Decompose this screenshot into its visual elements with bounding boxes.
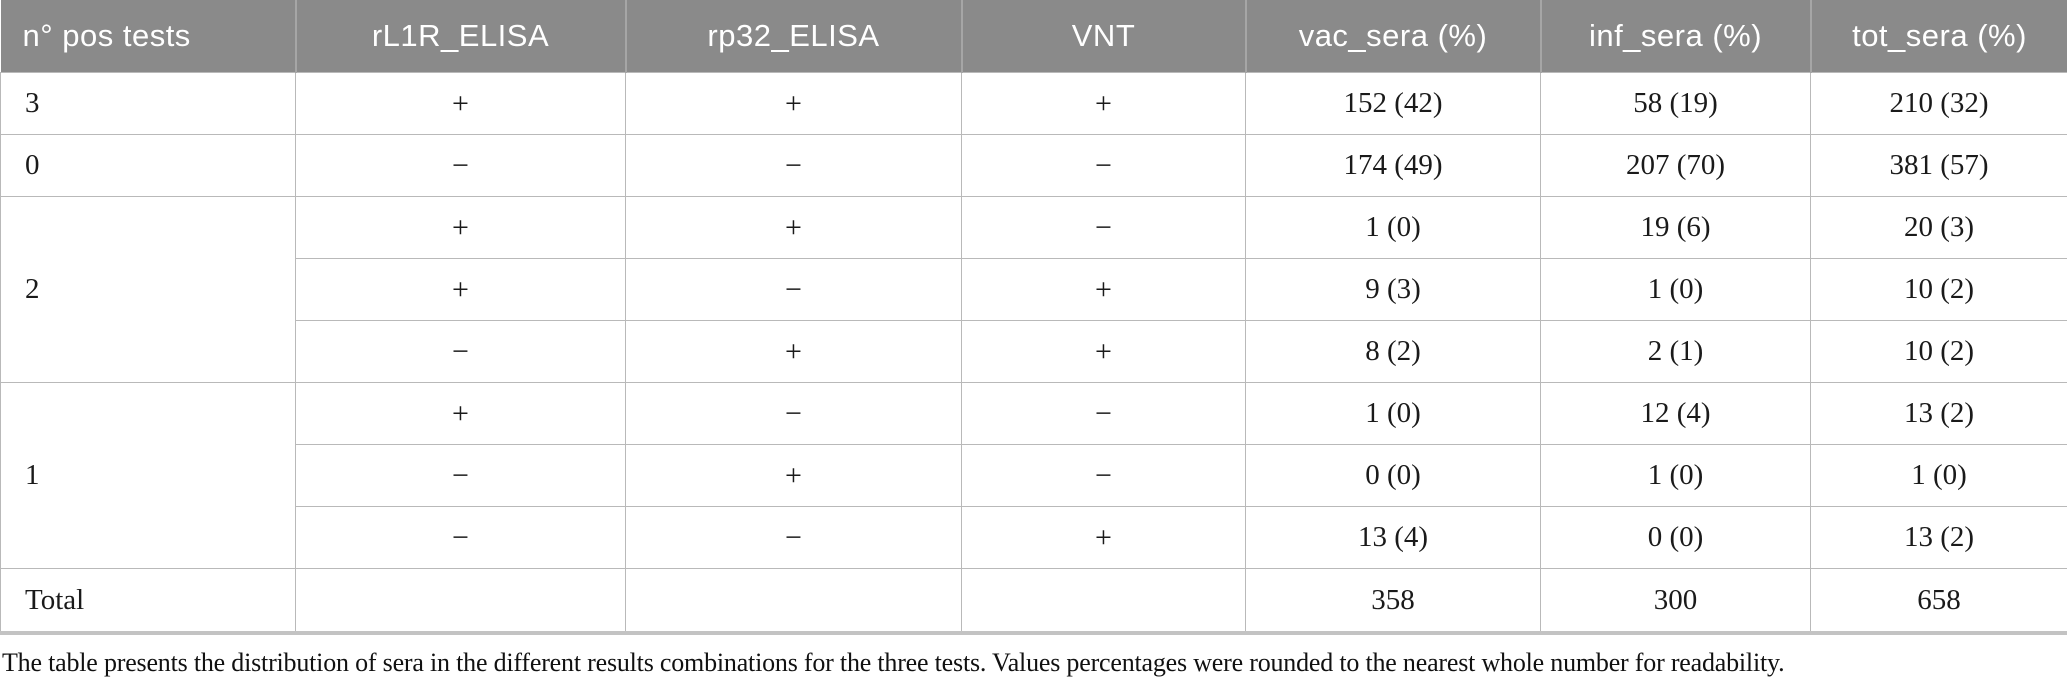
table-row: + − + 9 (3) 1 (0) 10 (2) bbox=[1, 258, 2067, 321]
table-row: 2 + + − 1 (0) 19 (6) 20 (3) bbox=[0, 196, 2067, 383]
col-header-inf-sera: inf_sera (%) bbox=[1539, 0, 1811, 73]
inf-sera-value: 58 (19) bbox=[1540, 72, 1811, 135]
rp32-result: + bbox=[625, 72, 962, 135]
vnt-result: + bbox=[961, 258, 1246, 321]
vnt-result: + bbox=[961, 320, 1246, 383]
rl1r-result: − bbox=[295, 320, 626, 383]
inf-sera-value: 0 (0) bbox=[1540, 506, 1811, 569]
rp32-result: − bbox=[625, 382, 962, 445]
results-table: n° pos tests rL1R_ELISA rp32_ELISA VNT v… bbox=[0, 0, 2067, 635]
tot-sera-value: 10 (2) bbox=[1810, 258, 2067, 321]
table-footnote: The table presents the distribution of s… bbox=[2, 648, 1785, 677]
empty-cell bbox=[625, 568, 962, 635]
vac-sera-value: 0 (0) bbox=[1245, 444, 1541, 507]
vac-sera-value: 1 (0) bbox=[1245, 196, 1541, 259]
total-inf-sera: 300 bbox=[1540, 568, 1811, 635]
vnt-result: + bbox=[961, 506, 1246, 569]
col-header-rl1r-elisa: rL1R_ELISA bbox=[294, 0, 626, 73]
col-header-n-pos-tests: n° pos tests bbox=[0, 0, 296, 73]
tot-sera-value: 10 (2) bbox=[1810, 320, 2067, 383]
rl1r-result: − bbox=[295, 134, 626, 197]
rl1r-result: + bbox=[295, 382, 626, 445]
group-label-3: 3 bbox=[0, 72, 296, 135]
tot-sera-value: 20 (3) bbox=[1810, 196, 2067, 259]
tot-sera-value: 13 (2) bbox=[1810, 506, 2067, 569]
table-row: 0 − − − 174 (49) 207 (70) 381 (57) bbox=[0, 134, 2067, 197]
vac-sera-value: 174 (49) bbox=[1245, 134, 1541, 197]
vnt-result: − bbox=[961, 382, 1246, 445]
empty-cell bbox=[961, 568, 1246, 635]
group-label-1: 1 bbox=[0, 382, 296, 569]
total-tot-sera: 658 bbox=[1810, 568, 2067, 635]
rp32-result: + bbox=[625, 196, 962, 259]
rp32-result: + bbox=[625, 444, 962, 507]
col-header-vnt: VNT bbox=[960, 0, 1246, 73]
rl1r-result: + bbox=[295, 72, 626, 135]
table-row: 3 + + + 152 (42) 58 (19) 210 (32) bbox=[0, 72, 2067, 135]
group-label-0: 0 bbox=[0, 134, 296, 197]
rp32-result: − bbox=[625, 258, 962, 321]
total-row: Total 358 300 658 bbox=[0, 568, 2067, 635]
tot-sera-value: 381 (57) bbox=[1810, 134, 2067, 197]
vac-sera-value: 8 (2) bbox=[1245, 320, 1541, 383]
total-vac-sera: 358 bbox=[1245, 568, 1541, 635]
rl1r-result: + bbox=[295, 258, 626, 321]
col-header-rp32-elisa: rp32_ELISA bbox=[624, 0, 962, 73]
rp32-result: + bbox=[625, 320, 962, 383]
table-row: − + + 8 (2) 2 (1) 10 (2) bbox=[1, 320, 2067, 383]
inf-sera-value: 19 (6) bbox=[1540, 196, 1811, 259]
vnt-result: − bbox=[961, 134, 1246, 197]
rl1r-result: + bbox=[295, 196, 626, 259]
col-header-vac-sera: vac_sera (%) bbox=[1244, 0, 1541, 73]
vnt-result: − bbox=[961, 196, 1246, 259]
tot-sera-value: 210 (32) bbox=[1810, 72, 2067, 135]
col-header-tot-sera: tot_sera (%) bbox=[1809, 0, 2067, 73]
vac-sera-value: 13 (4) bbox=[1245, 506, 1541, 569]
rl1r-result: − bbox=[295, 444, 626, 507]
table-row: 1 + − − 1 (0) 12 (4) 13 (2) bbox=[0, 382, 2067, 569]
header-row: n° pos tests rL1R_ELISA rp32_ELISA VNT v… bbox=[0, 0, 2067, 73]
inf-sera-value: 2 (1) bbox=[1540, 320, 1811, 383]
rl1r-result: − bbox=[295, 506, 626, 569]
vac-sera-value: 1 (0) bbox=[1245, 382, 1541, 445]
table-row: − − + 13 (4) 0 (0) 13 (2) bbox=[1, 506, 2067, 569]
total-label: Total bbox=[0, 568, 296, 635]
vac-sera-value: 9 (3) bbox=[1245, 258, 1541, 321]
inf-sera-value: 1 (0) bbox=[1540, 444, 1811, 507]
tot-sera-value: 13 (2) bbox=[1810, 382, 2067, 445]
empty-cell bbox=[295, 568, 626, 635]
rp32-result: − bbox=[625, 506, 962, 569]
inf-sera-value: 1 (0) bbox=[1540, 258, 1811, 321]
table-row: − + − 0 (0) 1 (0) 1 (0) bbox=[1, 444, 2067, 507]
rp32-result: − bbox=[625, 134, 962, 197]
vnt-result: − bbox=[961, 444, 1246, 507]
group-label-2: 2 bbox=[0, 196, 296, 383]
tot-sera-value: 1 (0) bbox=[1810, 444, 2067, 507]
inf-sera-value: 207 (70) bbox=[1540, 134, 1811, 197]
vnt-result: + bbox=[961, 72, 1246, 135]
vac-sera-value: 152 (42) bbox=[1245, 72, 1541, 135]
inf-sera-value: 12 (4) bbox=[1540, 382, 1811, 445]
